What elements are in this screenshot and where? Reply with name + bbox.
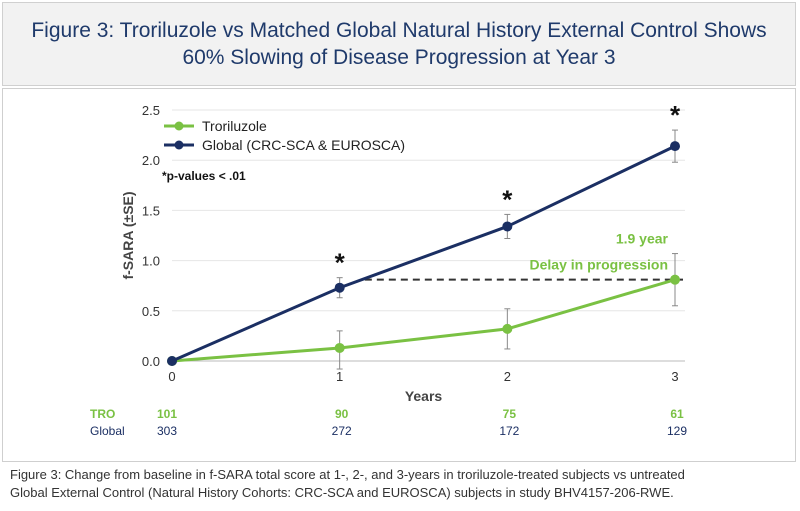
- y-tick-label: 1.5: [142, 203, 160, 218]
- y-axis-label: f-SARA (±SE): [120, 191, 136, 279]
- annotation-line-1: 1.9 year: [616, 231, 669, 247]
- annotation-line-2: Delay in progression: [530, 257, 668, 273]
- chart-panel: [2, 88, 796, 462]
- n-table-value: 129: [667, 424, 687, 438]
- significance-star: *: [670, 100, 681, 130]
- x-tick-label: 2: [504, 369, 511, 384]
- significance-star: *: [502, 184, 513, 214]
- significance-star: *: [335, 248, 346, 278]
- x-tick-label: 1: [336, 369, 343, 384]
- n-table-value: 272: [332, 424, 352, 438]
- n-table-value: 75: [503, 407, 517, 421]
- title-line-1: Figure 3: Troriluzole vs Matched Global …: [31, 19, 767, 42]
- n-table-value: 61: [670, 407, 684, 421]
- troriluzole-point: [670, 274, 680, 285]
- figure-title: Figure 3: Troriluzole vs Matched Global …: [2, 2, 796, 86]
- legend-label: Global (CRC-SCA & EUROSCA): [202, 137, 405, 153]
- caption-line-1: Figure 3: Change from baseline in f-SARA…: [10, 467, 685, 482]
- n-table-value: 90: [335, 407, 349, 421]
- figure-caption: Figure 3: Change from baseline in f-SARA…: [10, 466, 800, 502]
- n-table-row-label: Global: [90, 424, 125, 438]
- troriluzole-line: [171, 278, 676, 363]
- title-line-2: 60% Slowing of Disease Progression at Ye…: [182, 46, 616, 69]
- caption-line-2: Global External Control (Natural History…: [10, 485, 674, 500]
- x-tick-label: 0: [168, 369, 175, 384]
- n-table-value: 101: [157, 407, 177, 421]
- y-tick-label: 0.5: [142, 304, 160, 319]
- troriluzole-point: [334, 342, 345, 353]
- legend-marker: [174, 121, 184, 131]
- y-tick-label: 0.0: [142, 354, 160, 369]
- n-table-row-label: TRO: [90, 407, 115, 421]
- y-tick-label: 2.5: [142, 103, 160, 118]
- n-table-value: 172: [499, 424, 519, 438]
- legend-marker: [174, 140, 184, 150]
- global-point: [670, 141, 680, 152]
- x-tick-label: 3: [671, 369, 678, 384]
- global-line: [171, 144, 676, 363]
- p-value-note: *p-values < .01: [162, 169, 246, 183]
- global-point: [167, 356, 177, 366]
- global-point: [334, 282, 345, 293]
- global-point: [502, 221, 513, 232]
- y-tick-label: 2.0: [142, 153, 160, 168]
- n-table-value: 303: [157, 424, 177, 438]
- troriluzole-point: [502, 323, 513, 334]
- y-tick-label: 1.0: [142, 254, 160, 269]
- x-axis-label: Years: [405, 388, 443, 404]
- legend-label: Troriluzole: [202, 118, 267, 134]
